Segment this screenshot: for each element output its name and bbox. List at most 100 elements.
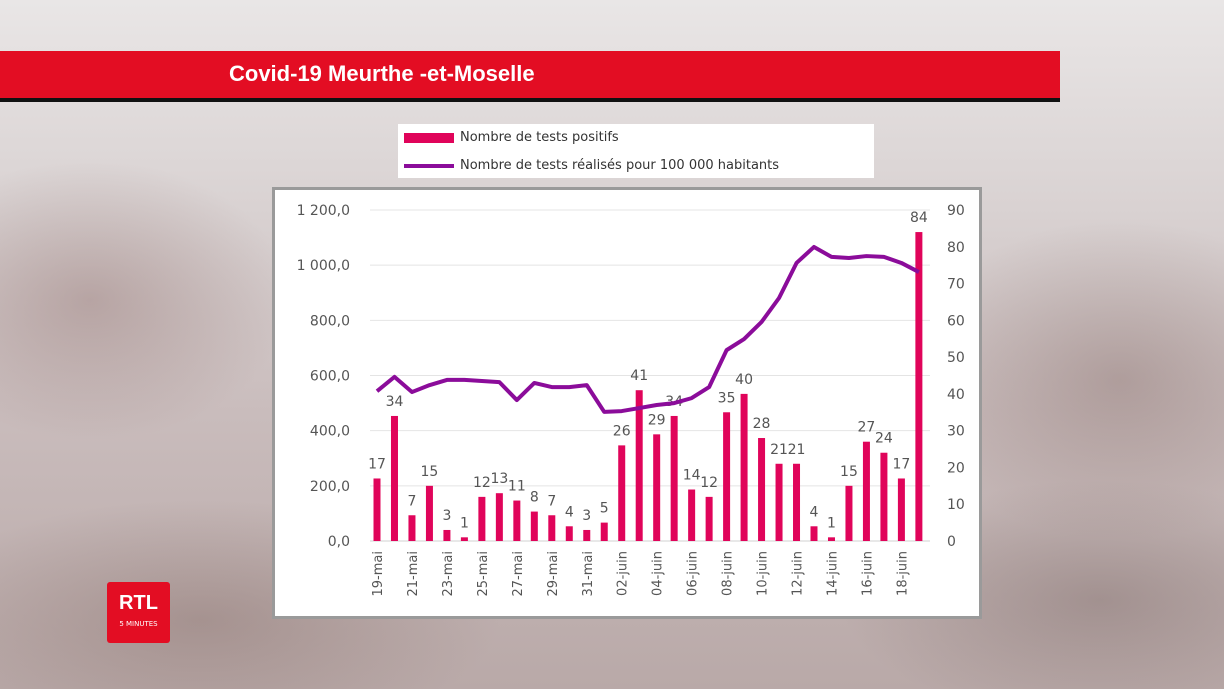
banner-title: Covid-19 Meurthe -et-Moselle <box>229 61 535 86</box>
bar-data-label: 41 <box>630 368 648 384</box>
bar-data-label: 26 <box>613 423 631 439</box>
bar-data-label: 15 <box>840 464 858 480</box>
x-axis-tick: 25-mai <box>476 551 491 596</box>
x-axis-tick: 23-mai <box>441 551 456 596</box>
x-axis-tick: 16-juin <box>860 551 875 596</box>
bar <box>880 452 888 541</box>
legend-item-line: Nombre de tests réalisés pour 100 000 ha… <box>404 158 779 173</box>
legend-label: Nombre de tests réalisés pour 100 000 ha… <box>460 158 780 173</box>
bar <box>810 526 818 541</box>
bar-data-label: 1 <box>460 515 469 531</box>
bar <box>443 529 451 541</box>
bar-data-label: 12 <box>473 475 491 491</box>
logo-sub: 5 MINUTES <box>119 620 158 628</box>
legend-item-bars: Nombre de tests positifs <box>404 130 619 145</box>
bar-data-label: 40 <box>735 372 753 388</box>
bar-data-label: 13 <box>490 471 508 487</box>
bar-data-label: 29 <box>648 412 666 428</box>
bar <box>373 478 381 541</box>
left-axis-tick: 0,0 <box>328 534 350 550</box>
x-axis-tick: 02-juin <box>616 551 631 596</box>
left-axis-tick: 400,0 <box>310 424 350 440</box>
bar-data-label: 7 <box>407 493 416 509</box>
bar-data-label: 15 <box>421 464 439 480</box>
bar-data-label: 4 <box>565 504 574 520</box>
bar-data-label: 34 <box>386 394 404 410</box>
bar-data-label: 28 <box>753 416 771 432</box>
right-axis-tick: 20 <box>947 460 965 476</box>
right-axis-tick: 60 <box>947 313 965 329</box>
bar-data-label: 24 <box>875 431 893 447</box>
bar-data-label: 4 <box>810 504 819 520</box>
bar-data-label: 17 <box>892 456 910 472</box>
bar-data-label: 21 <box>770 442 788 458</box>
bar <box>408 515 416 541</box>
bar <box>495 493 503 541</box>
left-axis-tick: 200,0 <box>310 479 350 495</box>
line-series <box>375 244 920 414</box>
left-axis-tick: 600,0 <box>310 369 350 385</box>
bar-data-label: 11 <box>508 479 526 495</box>
bar-data-label: 21 <box>788 442 806 458</box>
left-axis-tick: 1 000,0 <box>297 258 350 274</box>
right-axis-tick: 80 <box>947 240 965 256</box>
bar <box>723 412 731 541</box>
x-axis-tick: 27-mai <box>511 551 526 596</box>
bar-data-label: 3 <box>442 508 451 524</box>
bar <box>758 438 766 541</box>
x-axis-tick: 21-mai <box>406 551 421 596</box>
right-axis-tick: 90 <box>947 203 965 219</box>
bar <box>460 537 468 541</box>
bar <box>390 415 398 541</box>
bar-data-label: 14 <box>683 468 701 484</box>
bar <box>915 232 923 542</box>
bar <box>548 515 556 541</box>
bar <box>705 496 713 541</box>
x-axis-tick: 08-juin <box>721 551 736 596</box>
title-banner: Covid-19 Meurthe -et-Moselle <box>0 51 1060 102</box>
bar <box>897 478 905 541</box>
bar-data-label: 1 <box>827 515 836 531</box>
right-axis-tick: 0 <box>947 534 956 550</box>
bar-data-label: 84 <box>910 210 928 226</box>
bar <box>827 537 835 541</box>
chart-legend: Nombre de tests positifs Nombre de tests… <box>398 124 874 178</box>
bar-data-label: 5 <box>600 501 609 517</box>
bar <box>425 485 433 541</box>
bar <box>793 463 801 541</box>
x-axis-tick: 06-juin <box>686 551 701 596</box>
x-axis-tick: 29-mai <box>546 551 561 596</box>
legend-swatch-line <box>404 163 454 168</box>
legend-label: Nombre de tests positifs <box>460 130 619 145</box>
bar <box>635 390 643 541</box>
bar <box>618 445 626 541</box>
x-axis-tick: 18-juin <box>895 551 910 596</box>
x-axis-tick: 12-juin <box>791 551 806 596</box>
right-axis-tick: 40 <box>947 387 965 403</box>
bar-data-label: 17 <box>368 456 386 472</box>
bar <box>513 500 521 541</box>
right-axis-tick: 10 <box>947 497 965 513</box>
chart-frame: 0,0 200,0 400,0 600,0 800,0 1 000,0 1 200,0 0 10… <box>272 187 982 619</box>
bar <box>670 415 678 541</box>
x-axis-tick: 19-mai <box>371 551 386 596</box>
bar <box>653 434 661 541</box>
bar <box>600 522 608 541</box>
right-axis-tick: 50 <box>947 350 965 366</box>
bar <box>740 393 748 541</box>
right-axis-tick: 70 <box>947 277 965 293</box>
bar <box>478 496 486 541</box>
bar <box>862 441 870 541</box>
bar-data-label: 7 <box>547 493 556 509</box>
bar <box>565 526 573 541</box>
x-axis-tick: 31-mai <box>581 551 596 596</box>
logo-brand: RTL <box>119 592 158 614</box>
legend-swatch-bar <box>404 132 454 143</box>
bar-data-label: 35 <box>718 390 736 406</box>
bar <box>583 529 591 541</box>
left-axis-tick: 1 200,0 <box>297 203 350 219</box>
bar-data-label: 12 <box>700 475 718 491</box>
rtl-logo: RTL 5 MINUTES <box>107 582 170 643</box>
x-axis-tick: 04-juin <box>651 551 666 596</box>
